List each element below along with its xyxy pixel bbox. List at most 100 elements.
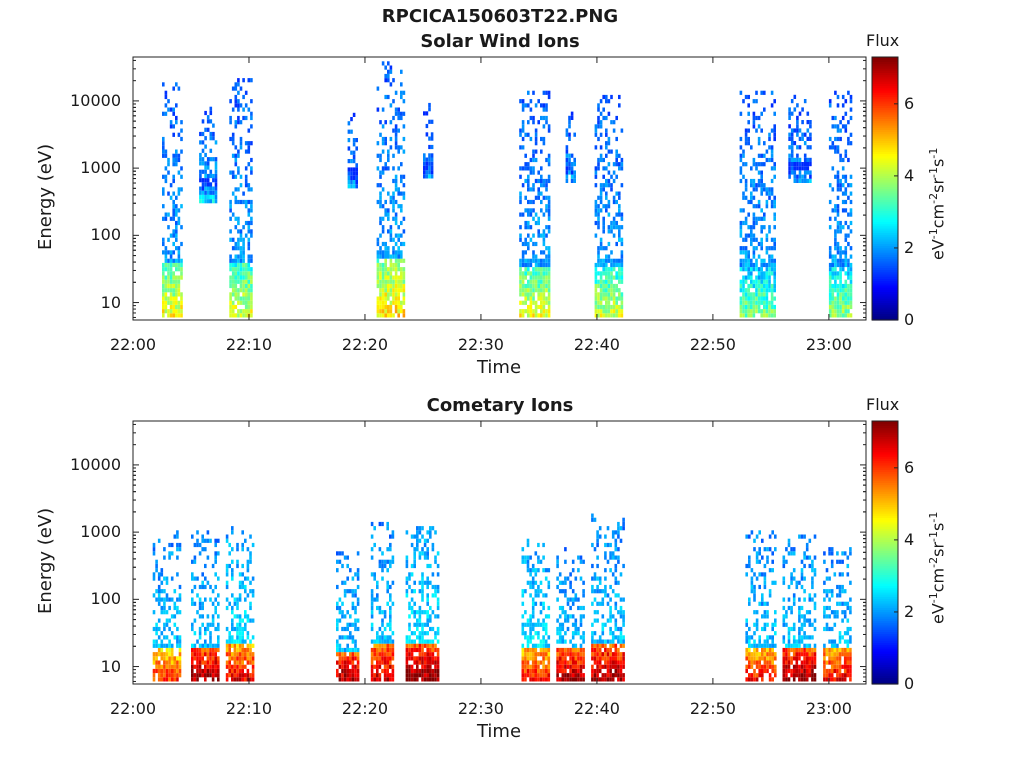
spectrogram-cell: [537, 296, 540, 301]
spectrogram-cell: [770, 157, 774, 163]
spectrogram-cell: [788, 170, 791, 175]
spectrogram-cell: [400, 258, 403, 263]
spectrogram-cell: [547, 652, 551, 657]
spectrogram-cell: [429, 626, 432, 632]
spectrogram-cell: [833, 622, 837, 627]
spectrogram-cell: [247, 183, 251, 188]
spectrogram-cell: [532, 271, 535, 276]
spectrogram-cell: [763, 601, 767, 606]
spectrogram-cell: [803, 178, 807, 183]
spectrogram-cell: [529, 631, 532, 636]
spectrogram-cell: [836, 262, 840, 268]
spectrogram-cell: [244, 647, 247, 653]
spectrogram-cell: [173, 622, 177, 627]
spectrogram-cell: [386, 622, 389, 627]
spectrogram-cell: [405, 555, 409, 560]
spectrogram-cell: [175, 292, 178, 297]
colorbar-segment: [872, 76, 898, 80]
spectrogram-cell: [347, 171, 351, 176]
spectrogram-cell: [602, 267, 605, 272]
spectrogram-cell: [803, 551, 806, 556]
spectrogram-cell: [745, 664, 748, 669]
spectrogram-cell: [591, 664, 594, 669]
spectrogram-cell: [234, 174, 238, 179]
spectrogram-cell: [766, 559, 769, 564]
spectrogram-cell: [176, 626, 179, 632]
spectrogram-cell: [773, 136, 776, 142]
spectrogram-cell: [607, 300, 611, 305]
spectrogram-cell: [234, 216, 238, 221]
spectrogram-cell: [529, 170, 533, 175]
spectrogram-cell: [758, 656, 761, 661]
spectrogram-cell: [180, 292, 183, 297]
spectrogram-cell: [761, 572, 764, 577]
spectrogram-cell: [763, 183, 766, 188]
spectrogram-cell: [225, 568, 229, 573]
spectrogram-cell: [354, 610, 357, 615]
spectrogram-cell: [376, 580, 379, 585]
spectrogram-cell: [606, 656, 610, 661]
spectrogram-cell: [521, 601, 525, 606]
spectrogram-cell: [773, 174, 776, 179]
spectrogram-cell: [421, 668, 424, 674]
spectrogram-cell: [527, 309, 530, 314]
spectrogram-cell: [387, 61, 390, 66]
spectrogram-cell: [211, 601, 215, 606]
spectrogram-cell: [834, 233, 837, 238]
spectrogram-cell: [839, 120, 842, 125]
spectrogram-cell: [155, 639, 158, 644]
spectrogram-cell: [847, 283, 850, 289]
spectrogram-cell: [176, 660, 179, 665]
spectrogram-cell: [346, 647, 349, 653]
spectrogram-cell: [752, 225, 756, 230]
spectrogram-cell: [408, 601, 411, 606]
spectrogram-cell: [849, 279, 853, 284]
spectrogram-cell: [175, 220, 178, 226]
spectrogram-cell: [239, 86, 243, 91]
spectrogram-cell: [598, 576, 602, 581]
spectrogram-cell: [619, 652, 623, 657]
spectrogram-cell: [178, 660, 182, 665]
spectrogram-cell: [618, 195, 621, 200]
spectrogram-cell: [201, 660, 204, 665]
spectrogram-cell: [163, 668, 166, 674]
spectrogram-cell: [556, 668, 559, 674]
spectrogram-cell: [604, 568, 607, 573]
spectrogram-cell: [214, 610, 217, 615]
spectrogram-cell: [526, 656, 530, 661]
spectrogram-cell: [597, 271, 600, 276]
spectrogram-cell: [225, 626, 229, 632]
spectrogram-cell: [569, 639, 572, 644]
spectrogram-cell: [582, 664, 585, 669]
spectrogram-cell: [391, 631, 395, 636]
spectrogram-cell: [547, 208, 551, 213]
spectrogram-cell: [610, 220, 613, 226]
spectrogram-cell: [597, 313, 600, 318]
spectrogram-cell: [568, 170, 571, 175]
spectrogram-cell: [537, 304, 540, 310]
spectrogram-cell: [160, 673, 164, 678]
spectrogram-cell: [416, 656, 419, 661]
spectrogram-cell: [773, 296, 776, 301]
spectrogram-cell: [620, 162, 624, 167]
spectrogram-cell: [569, 605, 572, 611]
spectrogram-cell: [529, 237, 533, 242]
spectrogram-cell: [376, 262, 380, 268]
spectrogram-cell: [524, 288, 527, 293]
spectrogram-cell: [529, 157, 533, 163]
x-tick-label: 22:40: [573, 335, 620, 354]
spectrogram-cell: [763, 141, 766, 146]
spectrogram-cell: [244, 610, 247, 615]
spectrogram-cell: [752, 115, 756, 121]
spectrogram-cell: [231, 86, 235, 91]
spectrogram-cell: [805, 656, 809, 661]
spectrogram-cell: [558, 647, 562, 653]
spectrogram-cell: [381, 267, 385, 272]
spectrogram-cell: [768, 136, 771, 142]
spectrogram-cell: [573, 132, 576, 137]
spectrogram-cell: [430, 161, 434, 166]
spectrogram-cell: [836, 647, 839, 653]
spectrogram-cell: [383, 677, 387, 682]
spectrogram-cell: [196, 576, 199, 581]
spectrogram-cell: [542, 292, 546, 297]
